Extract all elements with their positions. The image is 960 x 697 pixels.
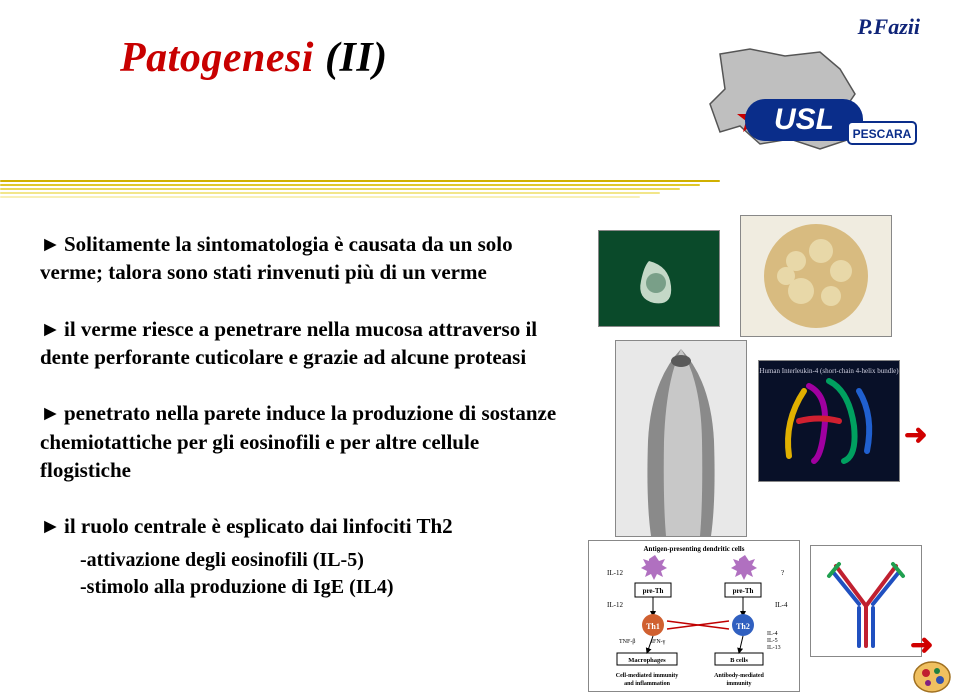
subline-1: -attivazione degli eosinofili (IL-5): [80, 547, 570, 574]
svg-text:B cells: B cells: [730, 657, 748, 664]
subline-2: -stimolo alla produzione di IgE (IL4): [80, 574, 570, 601]
svg-text:IFN-γ: IFN-γ: [651, 639, 666, 645]
pescara-tag: PESCARA: [853, 127, 912, 141]
protein-structure-image: Human Interleukin-4 (short-chain 4-helix…: [758, 360, 900, 482]
svg-text:Human Interleukin-4 (short-cha: Human Interleukin-4 (short-chain 4-helix…: [759, 367, 899, 375]
bullet-3: ►penetrato nella parete induce la produz…: [40, 399, 570, 484]
svg-text:immunity: immunity: [726, 681, 751, 687]
worm-closeup-image: [598, 230, 720, 327]
svg-text:pre-Th: pre-Th: [733, 587, 754, 595]
tissue-sample-image: [740, 215, 892, 337]
svg-text:?: ?: [781, 569, 784, 577]
bullet-marker-icon: ►: [40, 230, 64, 258]
title-part-2: (II): [325, 35, 388, 81]
svg-text:pre-Th: pre-Th: [643, 587, 664, 595]
usl-pescara-logo: USL PESCARA: [690, 44, 920, 174]
bullet-1: ►Solitamente la sintomatologia è causata…: [40, 230, 570, 287]
svg-text:Th1: Th1: [646, 622, 660, 631]
svg-text:Cell-mediated immunity: Cell-mediated immunity: [616, 673, 679, 679]
svg-text:and inflammation: and inflammation: [624, 681, 671, 687]
svg-text:IL-12: IL-12: [607, 569, 623, 577]
svg-text:Th2: Th2: [736, 622, 750, 631]
bullet-list: ►Solitamente la sintomatologia è causata…: [40, 230, 570, 601]
svg-text:Antigen-presenting dendritic c: Antigen-presenting dendritic cells: [644, 545, 745, 553]
th-differentiation-diagram: Antigen-presenting dendritic cells pre-T…: [588, 540, 800, 692]
bullet-marker-icon: ►: [40, 512, 64, 540]
bullet-marker-icon: ►: [40, 399, 64, 427]
svg-text:IL-13: IL-13: [767, 645, 781, 651]
svg-text:Antibody-mediated: Antibody-mediated: [714, 673, 764, 679]
title-part-1: Patogenesi: [120, 35, 325, 81]
bullet-2: ►il verme riesce a penetrare nella mucos…: [40, 315, 570, 372]
bullet-4: ►il ruolo centrale è esplicato dai linfo…: [40, 512, 570, 540]
usl-text: USL: [774, 103, 834, 136]
svg-text:TNF-β: TNF-β: [619, 639, 635, 645]
svg-text:IL-12: IL-12: [607, 601, 623, 609]
svg-text:IL-5: IL-5: [767, 638, 778, 644]
arrow-icon: ➜: [904, 418, 927, 452]
arrow-icon: ➜: [910, 628, 933, 662]
antibody-structure-image: [810, 545, 922, 657]
bullet-marker-icon: ►: [40, 315, 64, 343]
eosinophil-cell-icon: [912, 660, 952, 694]
author-label: P.Fazii: [857, 14, 920, 40]
decorative-separator: [0, 180, 760, 202]
svg-text:IL-4: IL-4: [767, 631, 778, 637]
svg-text:Macrophages: Macrophages: [628, 657, 666, 664]
nematode-head-image: [615, 340, 747, 537]
svg-text:IL-4: IL-4: [775, 601, 788, 609]
slide-title: Patogenesi (II): [120, 34, 388, 82]
